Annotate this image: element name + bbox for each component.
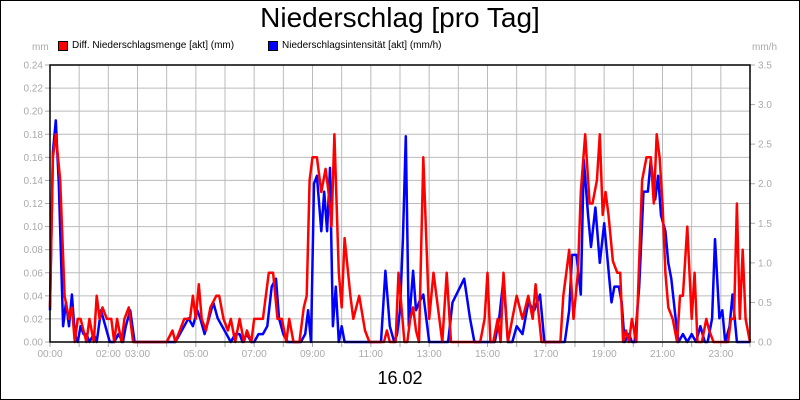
x-tick-label: 11:00 bbox=[359, 349, 384, 360]
x-tick-label: 15:00 bbox=[475, 349, 500, 360]
y-left-tick-label: 0.02 bbox=[24, 314, 44, 325]
y-left-tick-label: 0.08 bbox=[24, 245, 44, 256]
legend-item-red: Diff. Niederschlagsmenge [akt] (mm) bbox=[58, 40, 234, 51]
legend-item-blue: Niederschlagsintensität [akt] (mm/h) bbox=[268, 40, 442, 51]
chart-title: Niederschlag [pro Tag] bbox=[260, 2, 540, 33]
x-tick-label: 23:00 bbox=[708, 349, 733, 360]
x-tick-label: 17:00 bbox=[533, 349, 558, 360]
y-right-tick-label: 2.0 bbox=[758, 179, 772, 190]
y-right-tick-label: 3.0 bbox=[758, 100, 772, 111]
y-right-tick-label: 0.0 bbox=[758, 338, 772, 349]
y-left-tick-label: 0.24 bbox=[24, 61, 44, 72]
series-line-red bbox=[48, 133, 752, 344]
y-right-tick-label: 3.5 bbox=[758, 61, 772, 72]
y-right-tick-label: 1.5 bbox=[758, 219, 772, 230]
y-left-tick-label: 0.04 bbox=[24, 291, 44, 302]
x-tick-label: 09:00 bbox=[300, 349, 325, 360]
legend-label: Niederschlagsintensität [akt] (mm/h) bbox=[282, 40, 442, 51]
y-left-tick-label: 0.20 bbox=[24, 107, 44, 118]
plot-border bbox=[49, 64, 751, 343]
left-axis-unit: mm bbox=[32, 42, 49, 53]
x-tick-label: 05:00 bbox=[183, 349, 208, 360]
y-right-tick-label: 2.5 bbox=[758, 140, 772, 151]
red-square-icon bbox=[58, 40, 68, 51]
right-axis-unit: mm/h bbox=[752, 42, 777, 53]
y-left-tick-label: 0.12 bbox=[24, 199, 44, 210]
x-tick-label: 21:00 bbox=[650, 349, 675, 360]
y-left-tick-label: 0.16 bbox=[24, 153, 44, 164]
legend-label: Diff. Niederschlagsmenge [akt] (mm) bbox=[72, 40, 235, 51]
y-left-tick-label: 0.10 bbox=[24, 222, 44, 233]
x-tick-label: 07:00 bbox=[242, 349, 267, 360]
date-label: 16.02 bbox=[377, 368, 423, 388]
x-tick-label: 02:00 bbox=[96, 349, 121, 360]
x-tick-label: 13:00 bbox=[417, 349, 442, 360]
y-right-tick-label: 1.0 bbox=[758, 258, 772, 269]
y-left-tick-label: 0.22 bbox=[24, 84, 44, 95]
blue-square-icon bbox=[268, 40, 278, 51]
y-right-tick-label: 0.5 bbox=[758, 298, 772, 309]
y-left-tick-label: 0.06 bbox=[24, 268, 44, 279]
y-left-tick-label: 0.18 bbox=[24, 130, 44, 141]
x-tick-label: 19:00 bbox=[592, 349, 617, 360]
y-left-tick-label: 0.00 bbox=[24, 338, 44, 349]
x-tick-label: 00:00 bbox=[37, 349, 62, 360]
x-tick-label: 03:00 bbox=[125, 349, 150, 360]
y-left-tick-label: 0.14 bbox=[24, 176, 44, 187]
